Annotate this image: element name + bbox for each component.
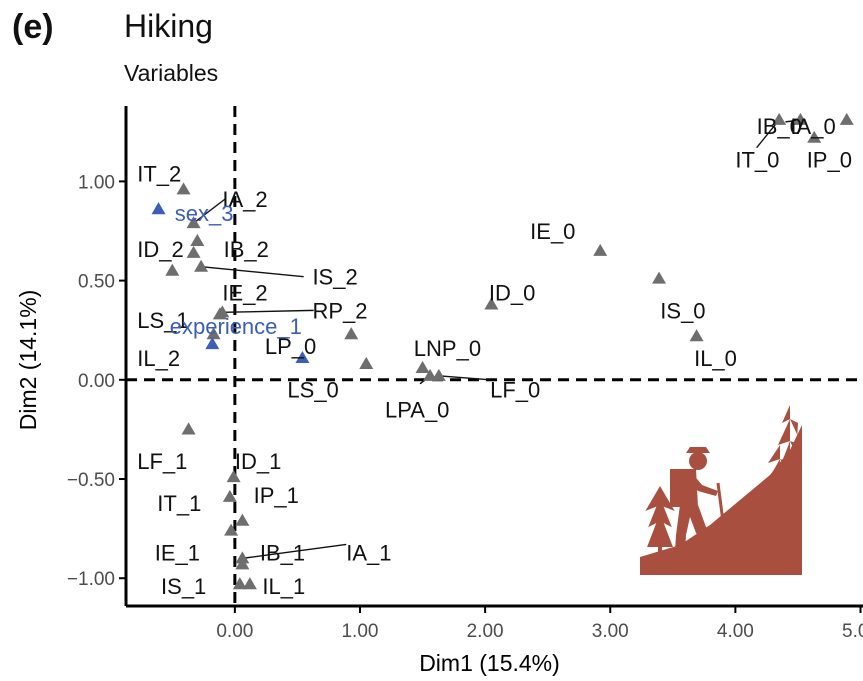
x-tick-label: 3.00 (592, 621, 629, 642)
point-marker (793, 112, 808, 125)
point-label: IB_0 (757, 114, 802, 139)
point-marker (224, 523, 239, 536)
y-tick-label: −0.50 (67, 470, 115, 491)
point-label: LF_0 (490, 378, 540, 403)
point-marker (415, 360, 430, 373)
point-marker (344, 327, 359, 340)
point-marker (242, 577, 257, 590)
y-tick-label: 0.50 (78, 272, 115, 293)
point-marker (186, 245, 201, 258)
point-label: IB_1 (260, 540, 305, 565)
x-tick-label: 5.00 (842, 621, 863, 642)
point-marker (689, 329, 704, 342)
point-label: ID_0 (489, 280, 535, 305)
point-label: IL_0 (694, 346, 737, 371)
y-tick-label: 0.00 (78, 371, 115, 392)
point-marker (205, 337, 220, 350)
x-tick-label: 0.00 (216, 621, 253, 642)
point-marker (226, 470, 241, 483)
point-label: IS_0 (660, 298, 705, 323)
chart-subtitle: Variables (124, 60, 219, 86)
point-label: sex_3 (175, 201, 234, 226)
point-marker (359, 356, 374, 369)
point-label: IA_0 (790, 114, 835, 139)
point-marker (181, 422, 196, 435)
point-label: IE_0 (530, 219, 575, 244)
panel-tag: (e) (12, 8, 54, 46)
y-tick-label: 1.00 (78, 172, 115, 193)
leader-line (438, 375, 491, 381)
leader-line (242, 543, 347, 560)
point-labels: IT_0 IB_0IA_0 IP_0 IE_0 IS_0 IL_0 ID_0 LNP_0 LF_… (137, 114, 852, 599)
point-marker (807, 130, 822, 143)
point-label: LS_0 (287, 378, 338, 403)
point-label: RP_2 (312, 298, 367, 323)
point-marker (593, 243, 608, 256)
point-marker (165, 263, 180, 276)
point-label: IP_0 (807, 148, 852, 173)
point-label: IB_2 (224, 237, 269, 262)
leader-line (222, 309, 314, 314)
x-tick-label: 4.00 (717, 621, 754, 642)
point-label: IL_2 (137, 346, 180, 371)
point-marker (151, 202, 166, 215)
x-tick-label: 2.00 (467, 621, 504, 642)
point-label: IT_1 (157, 491, 201, 516)
point-marker (232, 577, 247, 590)
point-marker (206, 327, 221, 340)
point-label: IT_2 (137, 161, 181, 186)
point-label: IA_2 (222, 187, 267, 212)
point-marker (431, 368, 446, 381)
point-label: IS_2 (312, 265, 357, 290)
point-label: LPA_0 (385, 398, 449, 423)
point-label: IL_1 (262, 574, 305, 599)
point-label: ID_1 (235, 449, 281, 474)
point-label: experience_1 (170, 314, 302, 339)
point-marker (235, 513, 250, 526)
point-marker (194, 259, 209, 272)
hiker-silhouette-icon (640, 405, 802, 575)
point-marker (176, 182, 191, 195)
y-tick-label: −1.00 (67, 569, 115, 590)
y-axis-title: Dim2 (14.1%) (15, 290, 41, 431)
x-tick-label: 1.00 (341, 621, 378, 642)
point-label: LS_1 (137, 308, 188, 333)
axes-layer: 0.00 1.00 2.00 3.00 4.00 5.00 −1.00 −0.50 0.00 0.… (15, 106, 863, 676)
point-marker (212, 307, 227, 320)
point-marker (484, 297, 499, 310)
point-label: LP_0 (265, 334, 316, 359)
point-label: LF_1 (137, 449, 187, 474)
point-marker (423, 368, 438, 381)
x-axis-title: Dim1 (15.4%) (419, 650, 560, 676)
point-marker (235, 551, 250, 564)
point-marker (295, 350, 310, 364)
point-marker (652, 271, 667, 284)
point-marker (839, 112, 854, 125)
point-label: LNP_0 (414, 336, 481, 361)
point-label: IT_0 (735, 148, 779, 173)
point-marker (772, 112, 787, 125)
point-label: IE_1 (155, 540, 200, 565)
point-label: ID_2 (137, 237, 183, 262)
chart-title: Hiking (124, 8, 213, 44)
point-label: IP_1 (254, 483, 299, 508)
point-label: IS_1 (161, 574, 206, 599)
point-label: IE_2 (222, 280, 267, 305)
point-marker (222, 489, 237, 502)
point-marker (186, 216, 201, 229)
point-marker (190, 233, 205, 246)
points-layer (151, 112, 854, 590)
leader-line (201, 266, 304, 278)
point-label: IA_1 (346, 540, 391, 565)
leader-line (193, 198, 226, 224)
